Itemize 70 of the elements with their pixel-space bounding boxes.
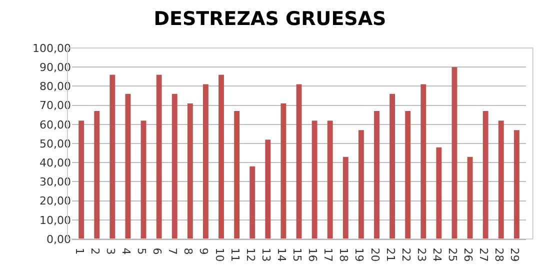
bar bbox=[436, 147, 442, 239]
x-tick-label: 6 bbox=[150, 248, 164, 255]
x-tick-label: 3 bbox=[104, 248, 117, 255]
x-tick-label: 20 bbox=[368, 248, 382, 262]
y-tick-label: 10,00 bbox=[40, 214, 71, 227]
x-tick-label: 24 bbox=[430, 248, 444, 262]
x-tick-label: 14 bbox=[274, 248, 288, 262]
y-tick-label: 100,00 bbox=[32, 42, 71, 55]
x-tick-label: 15 bbox=[290, 248, 304, 262]
bar bbox=[312, 120, 318, 239]
bar bbox=[187, 103, 193, 239]
x-tick-label: 18 bbox=[337, 248, 350, 262]
x-tick-label: 12 bbox=[244, 248, 257, 262]
y-tick-label: 40,00 bbox=[40, 156, 71, 170]
x-tick-label: 29 bbox=[508, 248, 522, 262]
x-tick-label: 28 bbox=[492, 248, 506, 262]
x-tick-label: 4 bbox=[119, 248, 132, 255]
bar bbox=[467, 156, 473, 239]
bar bbox=[358, 130, 364, 239]
y-tick-label: 30,00 bbox=[40, 176, 71, 189]
x-tick-label: 26 bbox=[462, 248, 475, 262]
bar bbox=[140, 120, 146, 239]
bar bbox=[78, 120, 84, 239]
bar bbox=[390, 94, 396, 239]
y-tick-label: 70,00 bbox=[40, 99, 71, 112]
bar bbox=[234, 111, 240, 239]
x-tick-label: 7 bbox=[166, 248, 180, 255]
bar bbox=[110, 74, 116, 239]
x-tick-label: 10 bbox=[212, 248, 226, 262]
bar bbox=[218, 74, 224, 239]
bar bbox=[125, 94, 131, 239]
bar bbox=[202, 84, 208, 239]
bar bbox=[296, 84, 302, 239]
x-tick-label: 9 bbox=[197, 248, 210, 255]
x-tick-label: 19 bbox=[352, 248, 366, 262]
bar bbox=[482, 111, 488, 239]
bar bbox=[514, 130, 520, 239]
bar bbox=[172, 94, 178, 239]
bar bbox=[265, 140, 271, 239]
bar bbox=[498, 120, 504, 239]
x-tick-label: 8 bbox=[182, 248, 195, 255]
x-tick-label: 25 bbox=[446, 248, 459, 262]
y-tick-label: 90,00 bbox=[40, 60, 71, 74]
bar bbox=[420, 84, 426, 239]
bar bbox=[405, 111, 411, 239]
bar bbox=[452, 67, 458, 239]
x-tick-label: 11 bbox=[228, 248, 242, 262]
x-tick-label: 5 bbox=[135, 248, 148, 255]
y-tick-label: 80,00 bbox=[40, 80, 71, 94]
bar bbox=[250, 166, 256, 239]
x-tick-label: 21 bbox=[384, 248, 397, 262]
bar bbox=[374, 111, 380, 239]
y-tick-label: 20,00 bbox=[40, 194, 71, 208]
x-tick-label: 23 bbox=[414, 248, 428, 262]
bar bbox=[280, 103, 286, 239]
x-tick-label: 2 bbox=[88, 248, 102, 255]
x-tick-label: 17 bbox=[322, 248, 335, 262]
y-tick-label: 50,00 bbox=[40, 137, 71, 150]
bar bbox=[342, 156, 348, 239]
bar bbox=[327, 120, 333, 239]
bar bbox=[94, 111, 100, 239]
y-tick-label: 60,00 bbox=[40, 118, 71, 132]
x-tick-label: 27 bbox=[477, 248, 490, 262]
x-tick-label: 16 bbox=[306, 248, 320, 262]
x-tick-label: 13 bbox=[259, 248, 272, 262]
x-tick-label: 22 bbox=[399, 248, 412, 262]
x-tick-label: 1 bbox=[72, 248, 86, 255]
chart-title: DESTREZAS GRUESAS bbox=[154, 8, 386, 30]
bar bbox=[156, 74, 162, 239]
y-tick-label: 0,00 bbox=[46, 232, 71, 246]
